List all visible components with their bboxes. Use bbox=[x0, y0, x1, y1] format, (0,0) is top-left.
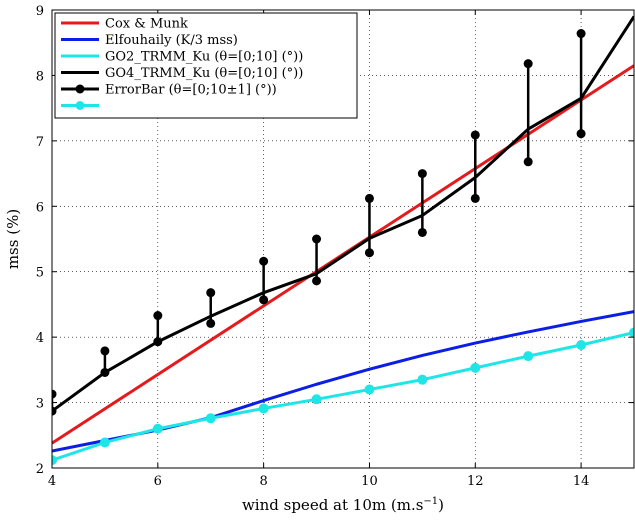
plot-frame bbox=[51, 9, 635, 469]
legend-marker bbox=[75, 84, 85, 94]
cyan-marker bbox=[576, 339, 587, 350]
error-bar-low-marker bbox=[259, 295, 269, 305]
y-tick-label: 2 bbox=[36, 462, 44, 477]
y-tick-label: 9 bbox=[36, 4, 44, 19]
x-tick-label: 12 bbox=[467, 474, 484, 489]
cyan-marker bbox=[629, 327, 634, 338]
error-bar-high-marker bbox=[100, 346, 110, 356]
cyan-marker bbox=[364, 384, 375, 395]
legend-marker bbox=[75, 101, 85, 110]
legend-label: GO2_TRMM_Ku (θ=[0;10] (°)) bbox=[105, 50, 303, 65]
cyan-marker bbox=[52, 455, 57, 466]
error-bar-high-marker bbox=[259, 256, 269, 266]
cyan-marker bbox=[523, 351, 534, 362]
ticks: 4 6 8 10 12 14 2 3 4 5 6 7 8 9 bbox=[36, 4, 634, 489]
error-bar-high-marker bbox=[312, 234, 322, 244]
x-tick-label: 14 bbox=[573, 474, 590, 489]
error-bar-high-marker bbox=[417, 169, 427, 179]
error-bar-high-marker bbox=[576, 29, 586, 39]
legend-box bbox=[54, 12, 358, 119]
x-tick-label: 6 bbox=[154, 474, 162, 489]
error-bar-high-marker bbox=[153, 311, 163, 321]
error-bar-low-marker bbox=[206, 318, 216, 328]
cyan-marker bbox=[470, 362, 481, 373]
error-bar-high-marker bbox=[523, 59, 533, 69]
x-axis-label-sup: −1 bbox=[423, 496, 438, 507]
x-tick-label: 10 bbox=[361, 474, 378, 489]
y-tick-label: 7 bbox=[36, 135, 44, 150]
error-bar-low-marker bbox=[470, 193, 480, 203]
error-bar-low-marker bbox=[417, 227, 427, 237]
legend-label: Elfouhaily (K/3 mss) bbox=[105, 33, 238, 48]
error-bar-high-marker bbox=[364, 193, 374, 203]
cyan-marker bbox=[417, 374, 428, 385]
x-tick-label: 8 bbox=[259, 474, 267, 489]
error-bar-low-marker bbox=[576, 129, 586, 139]
error-bar-high-marker bbox=[470, 130, 480, 140]
error-bar-high-marker bbox=[206, 288, 216, 298]
x-axis-label: wind speed at 10m (m.s−1) bbox=[242, 496, 444, 514]
series-line-go2 bbox=[52, 331, 634, 462]
x-axis-label-end: ) bbox=[438, 496, 444, 514]
error-bar-high-marker bbox=[52, 389, 57, 399]
cyan-marker bbox=[99, 437, 110, 448]
error-bar-low-marker bbox=[523, 157, 533, 167]
cyan-marker bbox=[258, 403, 269, 414]
legend-label: ErrorBar (θ=[0;10±1] (°)) bbox=[105, 83, 277, 98]
series-line-go4 bbox=[52, 15, 634, 413]
y-tick-label: 6 bbox=[36, 200, 44, 215]
cyan-marker bbox=[311, 394, 322, 405]
series-layer bbox=[52, 15, 634, 466]
error-bar-low-marker bbox=[364, 248, 374, 258]
error-bar-low-marker bbox=[312, 276, 322, 286]
y-tick-label: 8 bbox=[36, 69, 44, 84]
series-group bbox=[52, 15, 634, 466]
legend-label: Cox & Munk bbox=[105, 17, 188, 32]
y-tick-label: 4 bbox=[36, 331, 44, 346]
cyan-marker bbox=[205, 413, 216, 424]
y-tick-label: 5 bbox=[36, 266, 44, 281]
x-tick-label: 4 bbox=[48, 474, 56, 489]
cyan-marker bbox=[152, 423, 163, 434]
y-axis-label: mss (%) bbox=[4, 209, 22, 269]
legend-label: GO4_TRMM_Ku (θ=[0;10] (°)) bbox=[105, 66, 303, 81]
x-axis-label-main: wind speed at 10m (m.s bbox=[242, 496, 423, 514]
y-tick-label: 3 bbox=[36, 397, 44, 412]
